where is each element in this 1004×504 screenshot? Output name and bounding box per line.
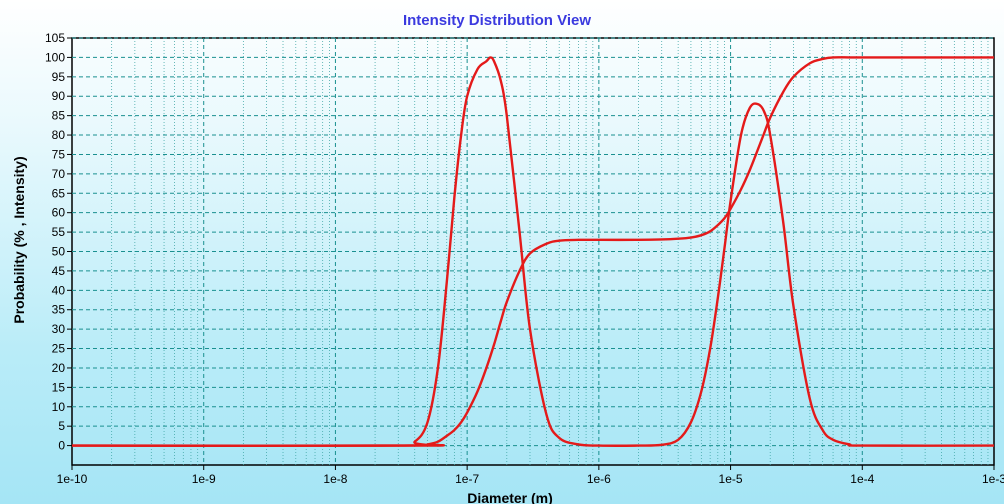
y-tick-label: 15 [52,380,66,394]
y-tick-label: 70 [52,167,66,181]
y-tick-label: 100 [45,50,65,64]
x-tick-label: 1e-5 [719,472,743,486]
y-tick-label: 30 [52,322,66,336]
y-tick-label: 40 [52,283,66,297]
y-tick-label: 25 [52,342,66,356]
y-tick-label: 0 [58,439,65,453]
x-tick-label: 1e-4 [850,472,874,486]
y-tick-label: 10 [52,400,66,414]
x-tick-label: 1e-10 [57,472,88,486]
series-layer [71,56,995,448]
y-tick-label: 80 [52,128,66,142]
grid-lines [72,37,994,465]
y-tick-label: 5 [58,419,65,433]
y-tick-label: 50 [52,245,66,259]
x-axis-label: Diameter (m) [467,490,553,504]
y-tick-label: 20 [52,361,66,375]
y-axis-label: Probability (% , Intensity) [11,156,27,323]
series-line-1 [71,56,995,448]
y-tick-label: 75 [52,147,66,161]
x-tick-label: 1e-9 [192,472,216,486]
x-tick-label: 1e-8 [323,472,347,486]
y-tick-label: 95 [52,70,66,84]
axis-ticks: 0 5 10 15 20 25 30 35 40 45 50 55 60 65 70 75 80 85 90 95 10… [45,31,1004,486]
series-line-2 [71,56,994,447]
y-tick-label: 45 [52,264,66,278]
y-tick-label: 85 [52,109,66,123]
y-tick-label: 60 [52,206,66,220]
y-tick-label: 55 [52,225,66,239]
y-tick-label: 35 [52,303,66,317]
x-tick-label: 1e-7 [455,472,479,486]
x-tick-label: 1e-6 [587,472,611,486]
x-tick-label: 1e-3 [982,472,1004,486]
y-tick-label: 90 [52,89,66,103]
y-tick-label: 65 [52,186,66,200]
chart-title: Intensity Distribution View [403,12,591,29]
y-tick-label: 105 [45,31,65,45]
